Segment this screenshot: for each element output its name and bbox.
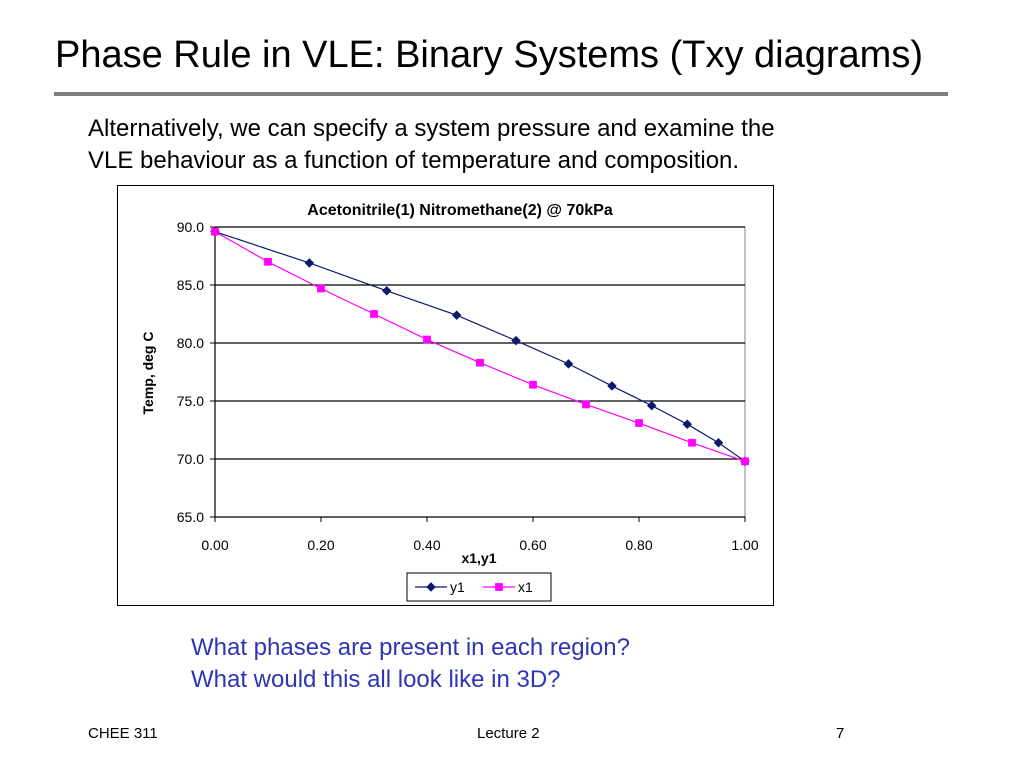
x-tick-label: 0.00 — [201, 537, 228, 553]
x-tick-label: 1.00 — [731, 537, 758, 553]
x-tick-label: 0.80 — [625, 537, 652, 553]
intro-text: Alternatively, we can specify a system p… — [88, 113, 775, 177]
questions: What phases are present in each region? … — [191, 632, 630, 696]
data-point-x1 — [211, 227, 219, 236]
legend-label-x1: x1 — [518, 579, 533, 595]
y-tick-label: 80.0 — [177, 335, 204, 351]
legend-marker-y1 — [426, 582, 436, 592]
x-tick-label: 0.60 — [519, 537, 546, 553]
data-point-y1 — [646, 400, 657, 411]
data-point-y1 — [381, 285, 392, 296]
data-point-x1 — [741, 457, 749, 466]
slide-title: Phase Rule in VLE: Binary Systems (Txy d… — [55, 34, 923, 76]
data-point-x1 — [529, 380, 537, 389]
data-point-y1 — [607, 381, 617, 391]
question-1: What phases are present in each region? — [191, 634, 630, 661]
data-point-x1 — [582, 400, 590, 409]
chart-frame: Acetonitrile(1) Nitromethane(2) @ 70kPa 6… — [117, 185, 774, 606]
x-axis-label: x1,y1 — [461, 550, 496, 566]
intro-line-1: Alternatively, we can specify a system p… — [88, 115, 775, 142]
data-point-y1 — [682, 419, 693, 430]
data-point-x1 — [370, 310, 378, 318]
data-point-x1 — [423, 335, 431, 344]
data-point-y1 — [563, 359, 574, 369]
data-point-x1 — [264, 257, 272, 266]
y-tick-label: 90.0 — [177, 219, 204, 235]
intro-line-2: VLE behaviour as a function of temperatu… — [88, 147, 740, 174]
plot-area — [214, 226, 746, 518]
data-point-y1 — [713, 437, 724, 448]
data-point-y1 — [451, 310, 462, 321]
y-tick-label: 75.0 — [177, 393, 204, 409]
footer-lecture: Lecture 2 — [477, 725, 540, 742]
x-tick-label: 0.40 — [413, 537, 440, 553]
data-point-y1 — [304, 258, 315, 268]
footer-course: CHEE 311 — [88, 725, 158, 742]
y-tick-label: 65.0 — [177, 509, 204, 525]
legend-label-y1: y1 — [450, 579, 465, 595]
data-point-y1 — [511, 335, 521, 346]
legend-marker-x1 — [495, 583, 503, 591]
data-point-x1 — [635, 419, 643, 427]
x-tick-label: 0.20 — [307, 537, 334, 553]
y-tick-label: 70.0 — [177, 451, 204, 467]
txy-chart: Acetonitrile(1) Nitromethane(2) @ 70kPa 6… — [140, 202, 759, 602]
title-divider — [54, 92, 948, 96]
y-tick-label: 85.0 — [177, 277, 204, 293]
chart-title: Acetonitrile(1) Nitromethane(2) @ 70kPa — [307, 202, 613, 219]
y-axis-label: Temp, deg C — [140, 332, 156, 415]
data-point-x1 — [688, 438, 696, 447]
footer-page-number: 7 — [836, 725, 845, 742]
series-line-y1 — [214, 231, 746, 462]
data-point-x1 — [317, 284, 325, 293]
data-point-x1 — [476, 358, 484, 367]
question-2: What would this all look like in 3D? — [191, 666, 561, 693]
series-line-x1 — [214, 231, 746, 462]
